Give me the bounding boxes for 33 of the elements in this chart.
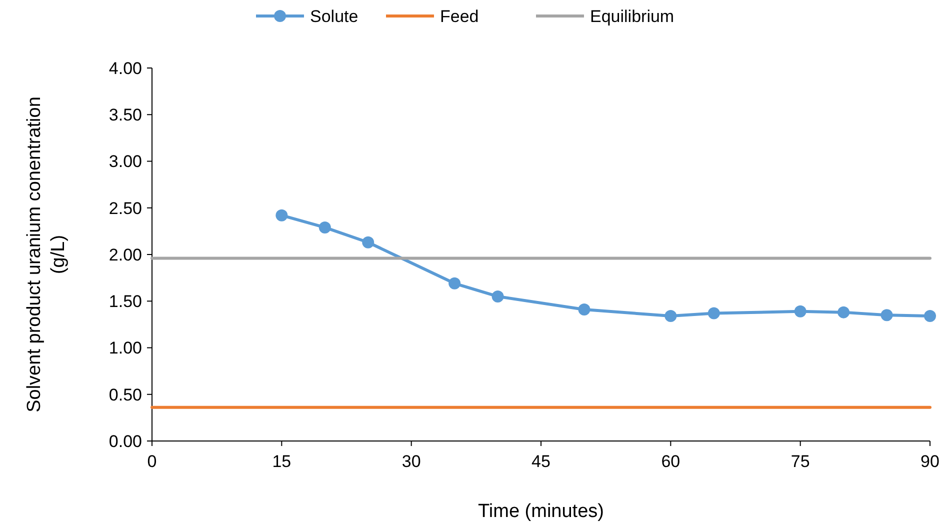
point — [318, 221, 331, 234]
x-tick-label: 30 — [402, 452, 421, 471]
point — [578, 304, 590, 316]
y-tick-label: 4.00 — [108, 58, 142, 78]
x-tick-label: 60 — [661, 452, 680, 471]
x-tick-label: 15 — [272, 452, 292, 471]
point — [664, 310, 677, 322]
point — [492, 290, 504, 302]
legend-label: Equilibrium — [590, 6, 674, 26]
point — [838, 306, 850, 318]
y-tick-label: 0.50 — [108, 385, 142, 404]
x-tick-label: 75 — [790, 452, 810, 471]
point — [362, 236, 374, 248]
y-tick-label: 3.00 — [108, 152, 142, 172]
y-tick-label: 2.00 — [108, 245, 142, 264]
point — [276, 209, 288, 222]
point — [880, 309, 893, 322]
y-tick-label: 3.50 — [108, 106, 142, 125]
point — [924, 310, 936, 322]
y-tick-label: 1.00 — [108, 338, 142, 358]
point — [448, 277, 461, 290]
legend-label: Feed — [440, 6, 479, 26]
legend-label: Solute — [310, 6, 358, 26]
y-tick-label: 1.50 — [108, 292, 142, 312]
x-axis-title: Time (minutes) — [478, 501, 604, 522]
point — [708, 307, 720, 320]
x-tick-label: 90 — [920, 452, 940, 471]
y-tick-label: 0.00 — [108, 432, 142, 451]
x-tick-label: 45 — [532, 452, 550, 471]
x-tick-label: 0 — [147, 452, 157, 471]
point — [794, 305, 806, 318]
y-axis-title: Solvent product uranium conentration (g/L) — [24, 96, 69, 412]
y-tick-label: 2.50 — [108, 198, 142, 218]
